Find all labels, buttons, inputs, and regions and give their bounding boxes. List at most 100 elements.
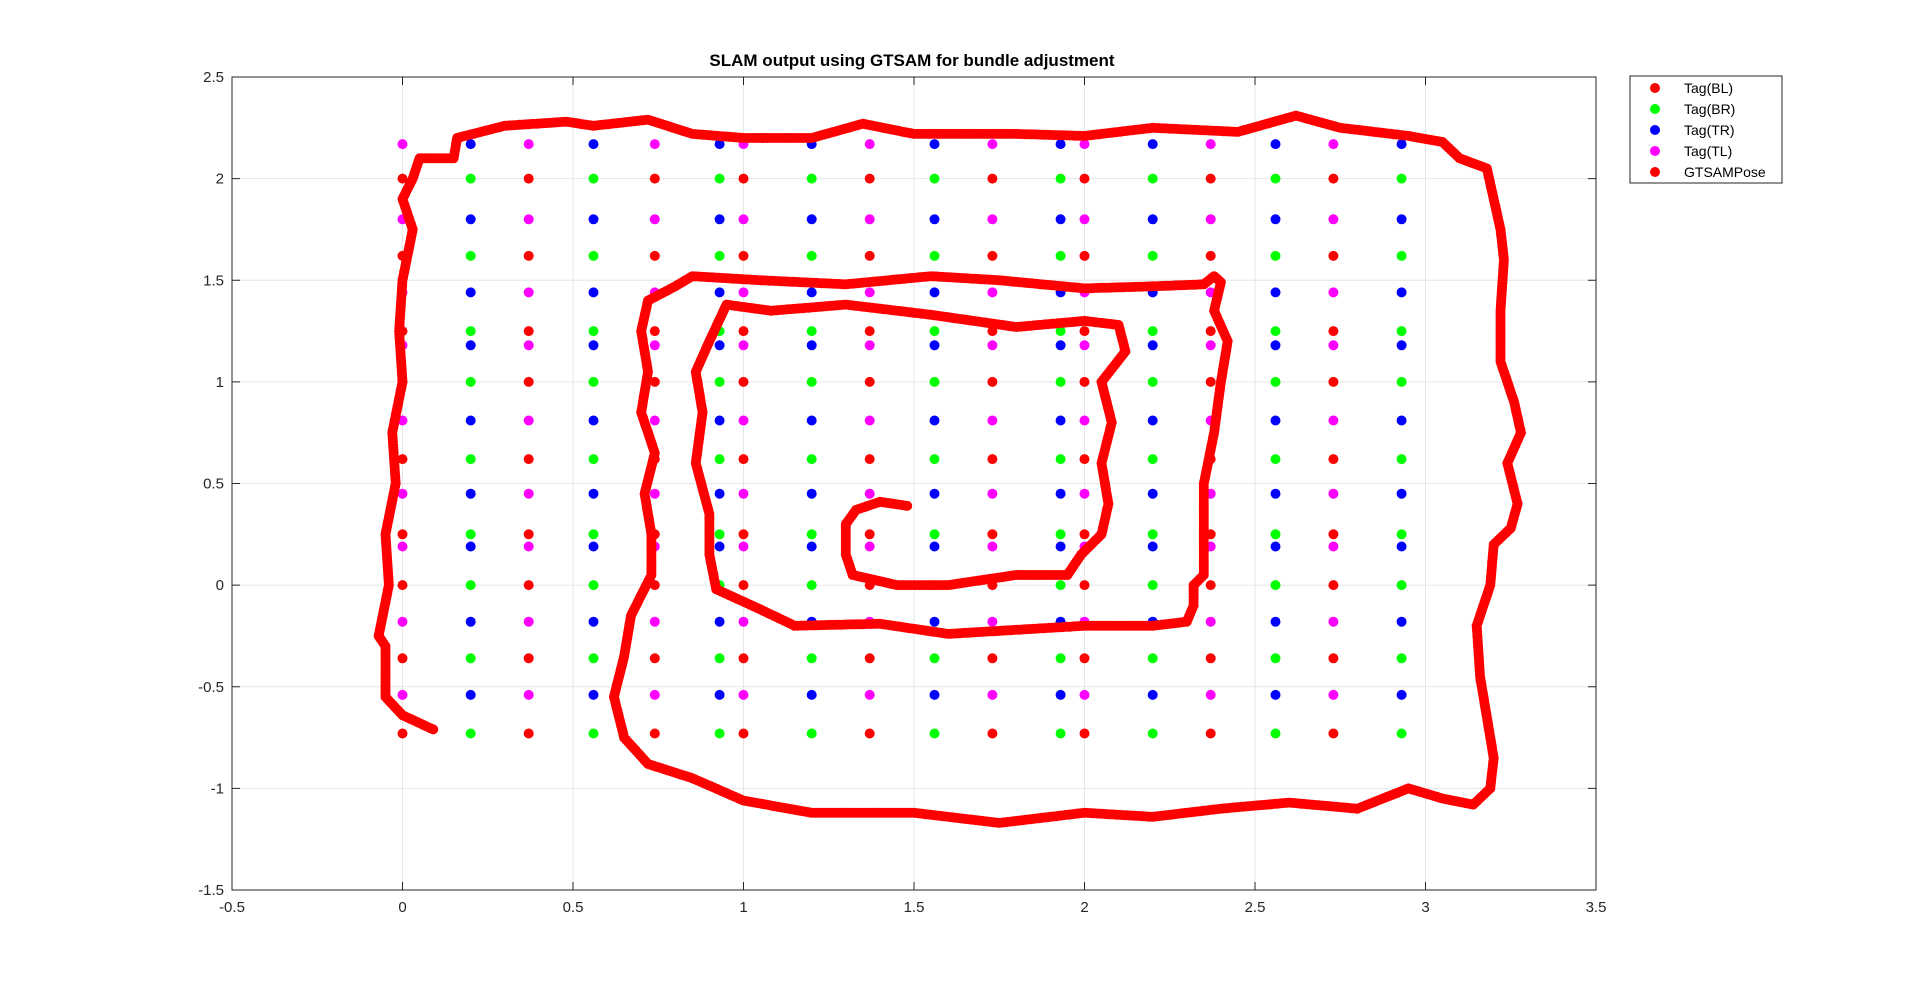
tag-tr-point	[588, 214, 599, 225]
tag-tl-point	[1328, 488, 1339, 499]
tag-tr-point	[465, 488, 476, 499]
tag-bl-point	[864, 529, 875, 540]
tag-bl-point	[649, 326, 660, 337]
tag-br-point	[1270, 653, 1281, 664]
tag-bl-point	[1205, 173, 1216, 184]
tag-bl-point	[987, 376, 998, 387]
tag-br-point	[1396, 580, 1407, 591]
tag-bl-point	[1205, 326, 1216, 337]
tag-bl-point	[1328, 326, 1339, 337]
tag-tr-point	[929, 214, 940, 225]
tag-tr-point	[929, 415, 940, 426]
tag-bl-point	[397, 454, 408, 465]
y-tick-label: 2	[216, 171, 224, 188]
tag-tr-point	[806, 689, 817, 700]
tag-bl-point	[987, 653, 998, 664]
x-tick-label: 1.5	[904, 899, 925, 916]
tag-br-point	[1270, 376, 1281, 387]
tag-tr-point	[714, 488, 725, 499]
tag-tl-point	[523, 689, 534, 700]
tag-tl-point	[1328, 340, 1339, 351]
tag-tl-point	[523, 541, 534, 552]
tag-bl-point	[523, 250, 534, 261]
tag-tl-point	[1205, 689, 1216, 700]
legend-label: Tag(BR)	[1684, 101, 1735, 117]
tag-tr-point	[1147, 214, 1158, 225]
tag-tr-point	[1147, 689, 1158, 700]
tag-br-point	[1055, 326, 1066, 337]
tag-tl-point	[1328, 214, 1339, 225]
tag-bl-point	[523, 653, 534, 664]
tag-br-point	[714, 376, 725, 387]
tag-bl-point	[649, 376, 660, 387]
tag-tl-point	[649, 340, 660, 351]
tag-tl-point	[1328, 616, 1339, 627]
legend-marker	[1650, 167, 1660, 177]
gtsam-pose-track	[373, 110, 1526, 828]
tag-br-point	[1396, 454, 1407, 465]
tag-tr-point	[465, 139, 476, 150]
tag-bl-point	[1205, 580, 1216, 591]
tag-bl-point	[523, 376, 534, 387]
tag-br-point	[1396, 653, 1407, 664]
tag-bl-point	[1205, 376, 1216, 387]
tag-tl-point	[864, 340, 875, 351]
tag-tr-point	[1270, 689, 1281, 700]
tag-bl-point	[864, 173, 875, 184]
tag-br-point	[1147, 454, 1158, 465]
tag-bl-point	[1205, 728, 1216, 739]
tag-br-point	[1147, 173, 1158, 184]
tag-bl-point	[1079, 580, 1090, 591]
tag-tl-point	[523, 616, 534, 627]
tag-tr-point	[1396, 139, 1407, 150]
tag-br-point	[806, 454, 817, 465]
tag-bl-point	[397, 173, 408, 184]
tag-tr-point	[465, 689, 476, 700]
tag-tr-point	[929, 616, 940, 627]
tag-br-point	[1270, 326, 1281, 337]
tag-tr-point	[465, 541, 476, 552]
x-tick-label: 0.5	[563, 899, 584, 916]
x-tick-label: 0	[398, 899, 406, 916]
tag-bl-point	[523, 728, 534, 739]
tag-tl-point	[523, 488, 534, 499]
tag-bl-point	[1328, 529, 1339, 540]
tag-bl-point	[1079, 376, 1090, 387]
tag-tr-point	[1055, 415, 1066, 426]
tag-tl-point	[523, 340, 534, 351]
tag-br-point	[929, 376, 940, 387]
tag-bl-point	[738, 173, 749, 184]
tag-tl-point	[397, 488, 408, 499]
tag-bl-point	[1205, 653, 1216, 664]
tag-br-point	[806, 728, 817, 739]
tag-br-point	[588, 653, 599, 664]
tag-tl-point	[864, 287, 875, 298]
tag-tl-point	[987, 541, 998, 552]
tag-tl-point	[1205, 340, 1216, 351]
tag-tr-point	[714, 541, 725, 552]
y-tick-label: -1.5	[198, 882, 224, 899]
tag-br-point	[1147, 326, 1158, 337]
tag-br-point	[1147, 653, 1158, 664]
tag-tr-point	[465, 214, 476, 225]
tag-bl-point	[738, 376, 749, 387]
tag-br-point	[1396, 326, 1407, 337]
tag-bl-point	[738, 653, 749, 664]
legend-marker	[1650, 125, 1660, 135]
tag-tl-point	[1328, 689, 1339, 700]
tag-tr-point	[1396, 287, 1407, 298]
tag-tr-point	[714, 139, 725, 150]
tag-tl-point	[1079, 139, 1090, 150]
tag-tl-point	[1079, 488, 1090, 499]
tag-tl-point	[864, 214, 875, 225]
tag-bl-point	[864, 454, 875, 465]
tag-br-point	[1270, 454, 1281, 465]
tag-tr-point	[929, 488, 940, 499]
tag-tr-point	[1396, 689, 1407, 700]
tag-br-point	[1055, 728, 1066, 739]
y-tick-label: 0	[216, 577, 224, 594]
tag-tl-point	[987, 689, 998, 700]
tag-br-point	[1147, 728, 1158, 739]
tag-bl-point	[649, 173, 660, 184]
tag-tr-point	[465, 340, 476, 351]
